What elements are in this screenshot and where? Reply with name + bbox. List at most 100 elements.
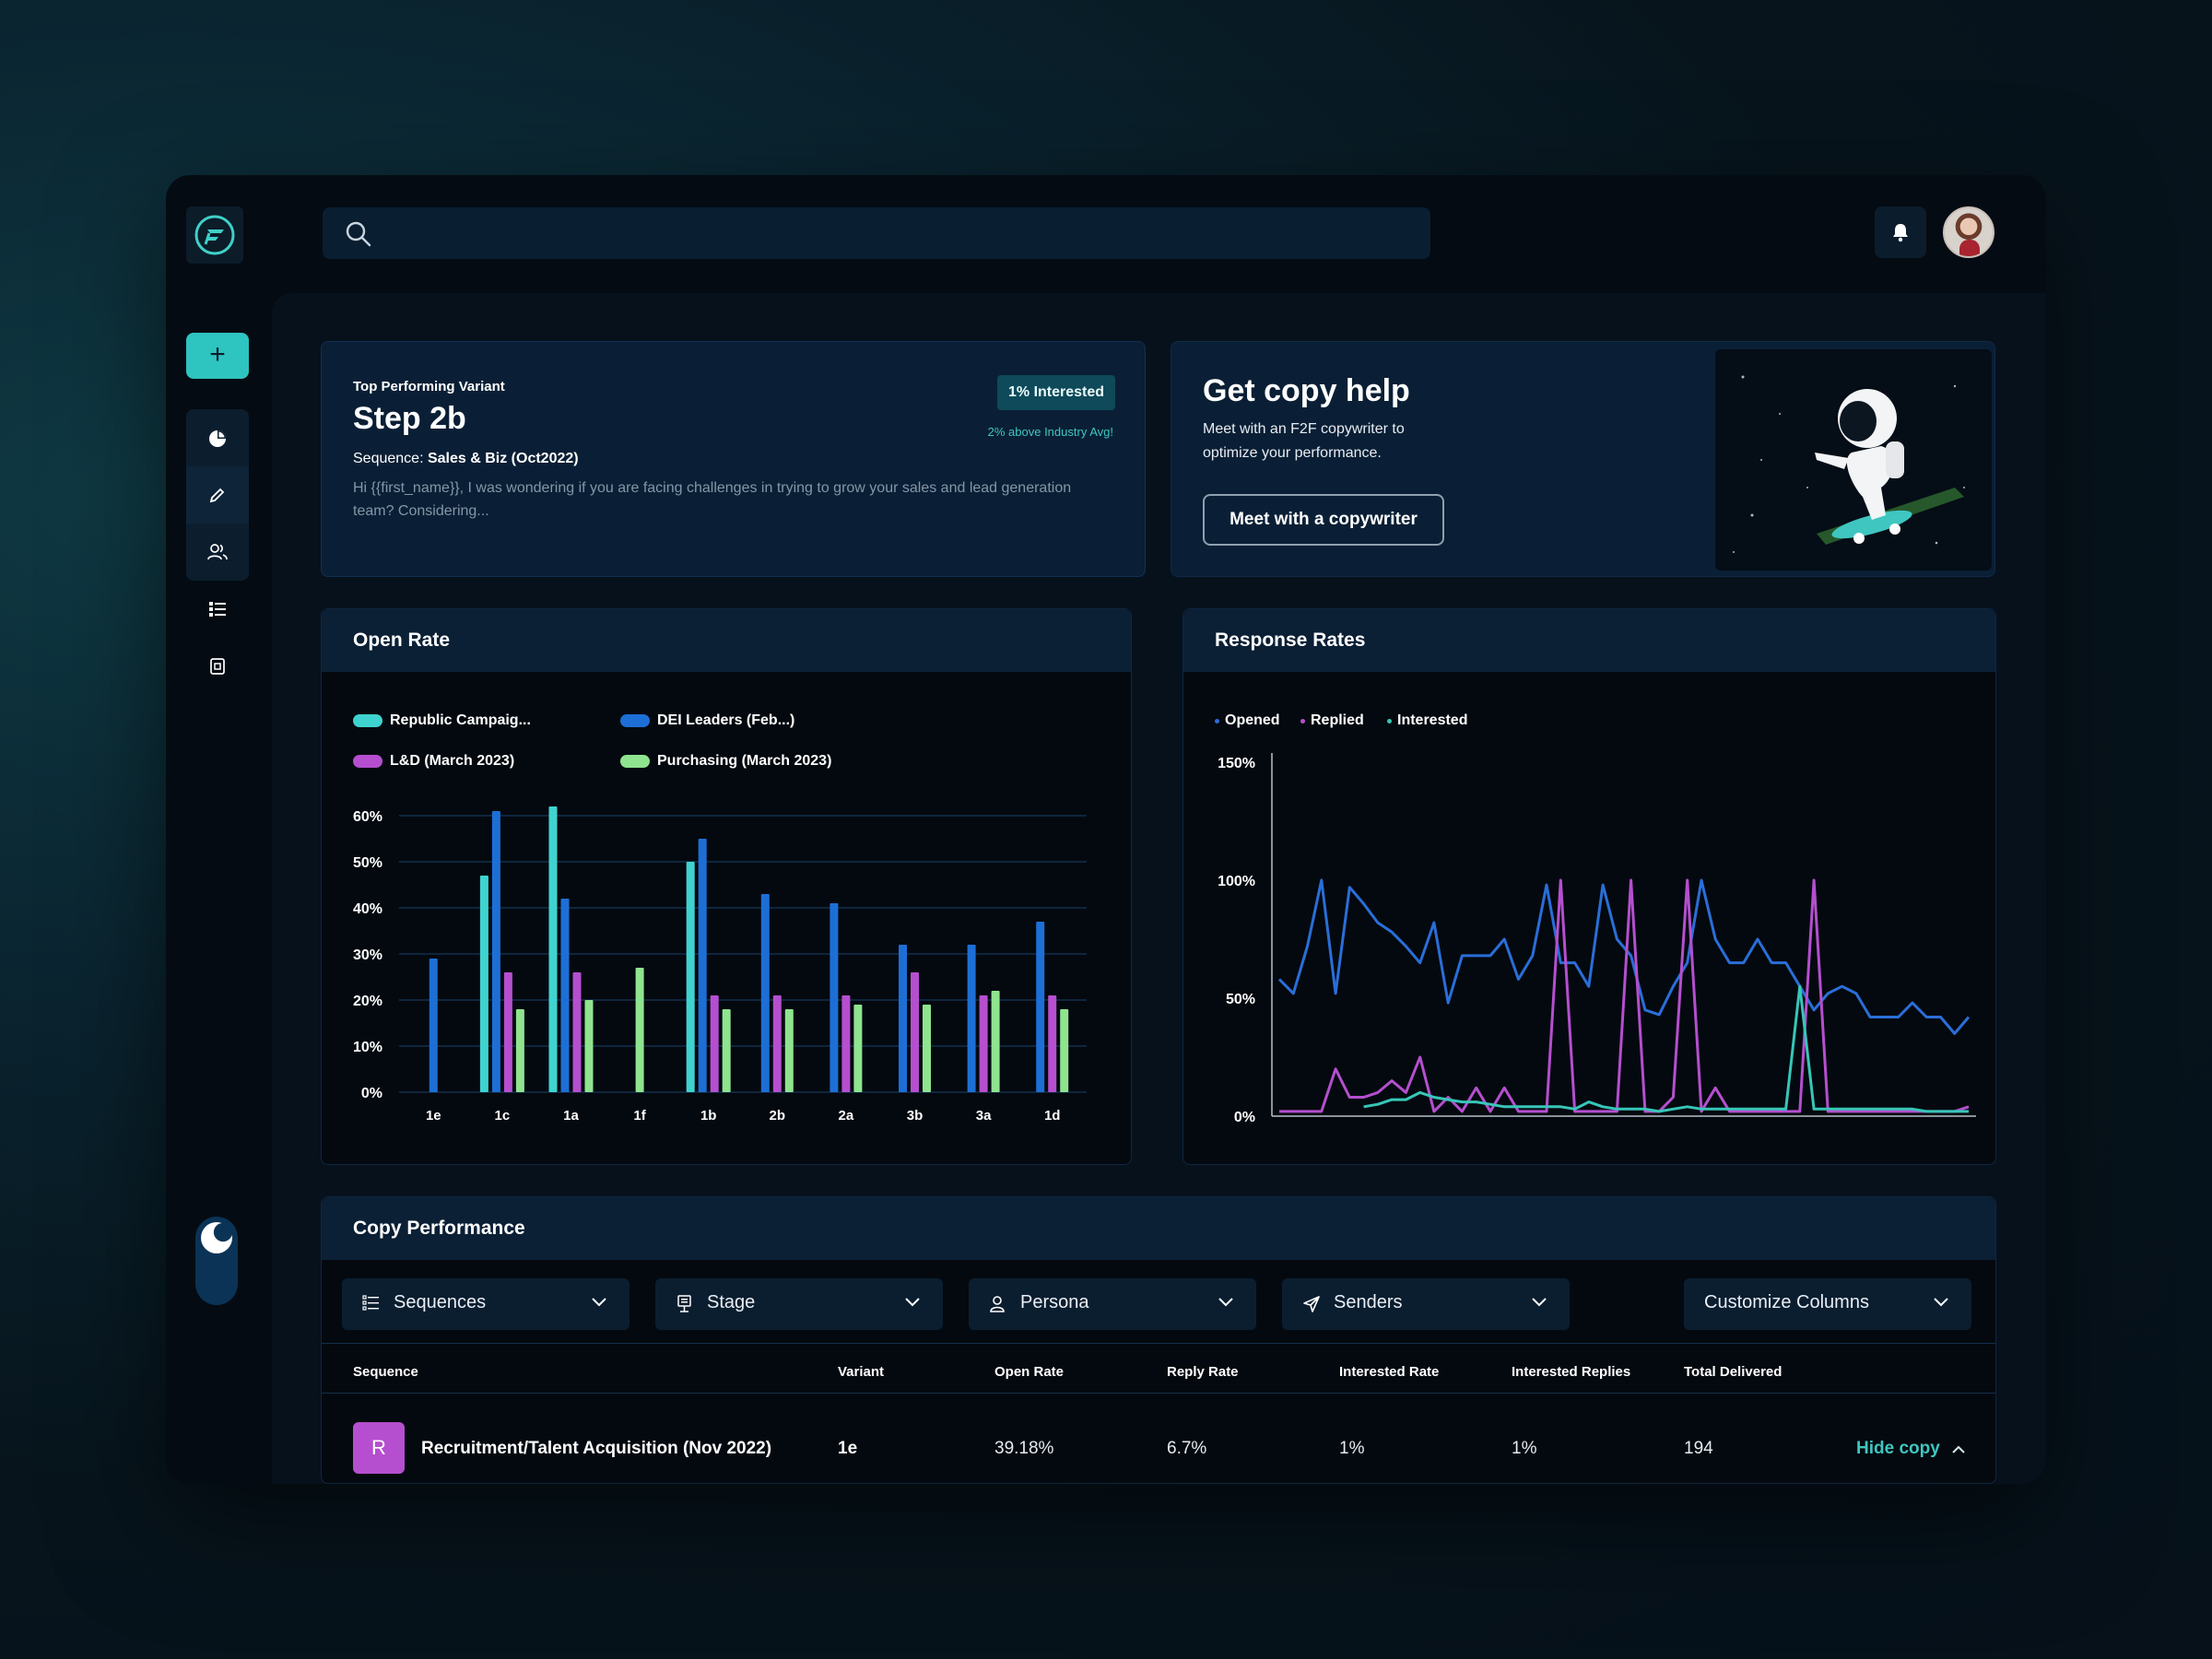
- bar-dei-leaders-feb--1d: [1036, 922, 1045, 1092]
- chevron-down-icon: [1532, 1298, 1547, 1307]
- sidebar-item-contacts[interactable]: [186, 524, 249, 581]
- y-tick-label: 20%: [353, 994, 382, 1009]
- y-tick-label: 60%: [353, 809, 382, 825]
- customize-columns-button[interactable]: Customize Columns: [1684, 1278, 1971, 1330]
- table-divider: [322, 1343, 1995, 1344]
- response-rates-title: Response Rates: [1215, 629, 1366, 651]
- bar-l-d-march-2023--2a: [841, 995, 851, 1092]
- x-tick-label: 1b: [700, 1108, 717, 1124]
- hide-copy-button[interactable]: Hide copy: [1856, 1439, 1966, 1459]
- app-logo[interactable]: [186, 206, 243, 264]
- sidebar-item-copy[interactable]: [186, 466, 249, 524]
- legend-interested: Interested: [1387, 712, 1467, 729]
- legend-dei: DEI Leaders (Feb...): [620, 712, 794, 729]
- cell-interested-replies: 1%: [1512, 1439, 1537, 1458]
- open-rate-title: Open Rate: [353, 629, 451, 651]
- legend-label: Interested: [1397, 712, 1468, 728]
- logo-icon: [194, 215, 235, 255]
- y-tick-label: 30%: [353, 947, 382, 963]
- add-button[interactable]: +: [186, 333, 249, 379]
- filter-sequences[interactable]: Sequences: [342, 1278, 629, 1330]
- legend-label: Opened: [1225, 712, 1280, 728]
- col-sequence[interactable]: Sequence: [353, 1364, 418, 1380]
- bar-l-d-march-2023--1d: [1048, 995, 1057, 1092]
- chevron-up-icon: [1952, 1445, 1965, 1453]
- bar-l-d-march-2023--3b: [911, 972, 919, 1092]
- sequence-avatar: R: [353, 1422, 405, 1474]
- legend-dot: [1387, 718, 1392, 724]
- bar-purchasing-march-2023--1b: [722, 1009, 731, 1092]
- legend-dot: [1215, 718, 1219, 724]
- x-tick-label: 2b: [770, 1108, 786, 1124]
- bar-purchasing-march-2023--1c: [515, 1009, 524, 1092]
- cell-open-rate: 39.18%: [994, 1439, 1054, 1458]
- sidebar-item-dashboard[interactable]: [186, 410, 249, 467]
- bar-dei-leaders-feb--3b: [899, 945, 907, 1092]
- col-open-rate[interactable]: Open Rate: [994, 1364, 1065, 1380]
- filter-label: Sequences: [394, 1292, 487, 1312]
- x-tick-label: 1a: [563, 1108, 579, 1124]
- copy-performance-panel: Copy Performance Sequences Stage Persona…: [321, 1196, 1996, 1484]
- search-icon: [346, 221, 371, 247]
- sidebar-item-sequences[interactable]: [186, 581, 249, 638]
- x-tick-label: 1e: [426, 1108, 441, 1124]
- copy-performance-title: Copy Performance: [353, 1218, 525, 1239]
- filter-persona[interactable]: Persona: [969, 1278, 1256, 1330]
- legend-purchasing: Purchasing (March 2023): [620, 753, 831, 770]
- bar-purchasing-march-2023--3b: [923, 1005, 931, 1092]
- variant-preview: Hi {{first_name}}, I was wondering if yo…: [353, 480, 1072, 519]
- sidebar-item-templates[interactable]: [186, 638, 249, 695]
- response-rates-panel: Response Rates Opened Replied Interested…: [1182, 608, 1996, 1165]
- document-icon: [210, 658, 225, 675]
- col-interested-rate[interactable]: Interested Rate: [1339, 1364, 1440, 1380]
- top-variant-label: Top Performing Variant: [353, 379, 505, 394]
- pencil-icon: [209, 488, 225, 503]
- legend-republic: Republic Campaig...: [353, 712, 531, 729]
- y-tick-label: 150%: [1218, 756, 1255, 771]
- x-tick-label: 3a: [976, 1108, 992, 1124]
- user-avatar[interactable]: [1943, 206, 1994, 258]
- bar-l-d-march-2023--2b: [772, 995, 782, 1092]
- series-line-replied: [1279, 878, 1970, 1113]
- chevron-down-icon: [1934, 1298, 1948, 1307]
- person-icon: [990, 1296, 1005, 1312]
- col-interested-replies[interactable]: Interested Replies: [1512, 1364, 1631, 1380]
- search-bar[interactable]: [323, 207, 1430, 259]
- theme-toggle[interactable]: [195, 1217, 238, 1305]
- y-tick-label: 0%: [361, 1086, 382, 1101]
- filter-label: Senders: [1334, 1292, 1403, 1312]
- col-total-delivered[interactable]: Total Delivered: [1684, 1364, 1783, 1380]
- list-icon: [362, 1295, 379, 1311]
- filter-label: Persona: [1020, 1292, 1089, 1312]
- bar-l-d-march-2023--1b: [710, 995, 719, 1092]
- col-reply-rate[interactable]: Reply Rate: [1167, 1364, 1239, 1380]
- bar-purchasing-march-2023--3a: [991, 991, 1000, 1092]
- copy-help-title: Get copy help: [1203, 373, 1410, 408]
- astronaut-icon: [1733, 375, 1965, 553]
- response-rates-header: Response Rates: [1183, 609, 1995, 672]
- legend-swatch: [353, 714, 382, 727]
- x-tick-label: 1d: [1044, 1108, 1061, 1124]
- sequence-name: Sales & Biz (Oct2022): [427, 451, 579, 466]
- interested-badge: 1% Interested: [997, 375, 1116, 410]
- legend-label: DEI Leaders (Feb...): [657, 712, 795, 728]
- legend-label: L&D (March 2023): [390, 753, 515, 769]
- bar-dei-leaders-feb--1c: [491, 811, 500, 1092]
- filter-senders[interactable]: Senders: [1282, 1278, 1570, 1330]
- open-rate-header: Open Rate: [322, 609, 1131, 672]
- legend-swatch: [620, 714, 650, 727]
- series-line-opened: [1277, 878, 1971, 1035]
- legend-opened: Opened: [1215, 712, 1280, 729]
- meet-copywriter-button[interactable]: Meet with a copywriter: [1203, 494, 1444, 546]
- moon-icon: [201, 1222, 232, 1253]
- bar-dei-leaders-feb--1a: [560, 899, 570, 1092]
- notification-button[interactable]: [1875, 206, 1926, 258]
- bar-l-d-march-2023--3a: [979, 995, 988, 1092]
- cell-variant: 1e: [838, 1439, 858, 1458]
- filter-label: Stage: [707, 1292, 756, 1312]
- chevron-down-icon: [905, 1298, 920, 1307]
- cell-interested-rate: 1%: [1339, 1439, 1365, 1458]
- filter-stage[interactable]: Stage: [655, 1278, 943, 1330]
- legend-label: Replied: [1311, 712, 1364, 728]
- col-variant[interactable]: Variant: [838, 1364, 885, 1380]
